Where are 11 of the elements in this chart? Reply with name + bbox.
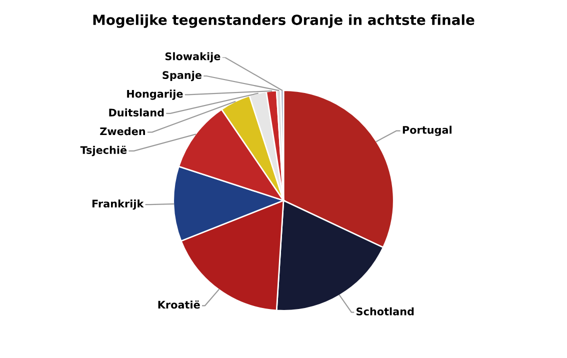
slice-label: Frankrijk: [92, 199, 144, 210]
slice-label: Hongarije: [127, 90, 183, 100]
slice-label: Kroatië: [158, 300, 200, 309]
slice-label: Tsjechië: [80, 146, 127, 156]
chart-title: Mogelijke tegenstanders Oranje in achtste finale: [93, 14, 474, 28]
slice-label: Zweden: [100, 127, 145, 136]
slice-label: Slowakije: [165, 52, 220, 62]
slice-label: Spanje: [162, 70, 202, 82]
slice-label: Schotland: [356, 307, 414, 316]
slice-label: Duitsland: [109, 108, 164, 116]
slice-label: Portugal: [402, 126, 452, 136]
